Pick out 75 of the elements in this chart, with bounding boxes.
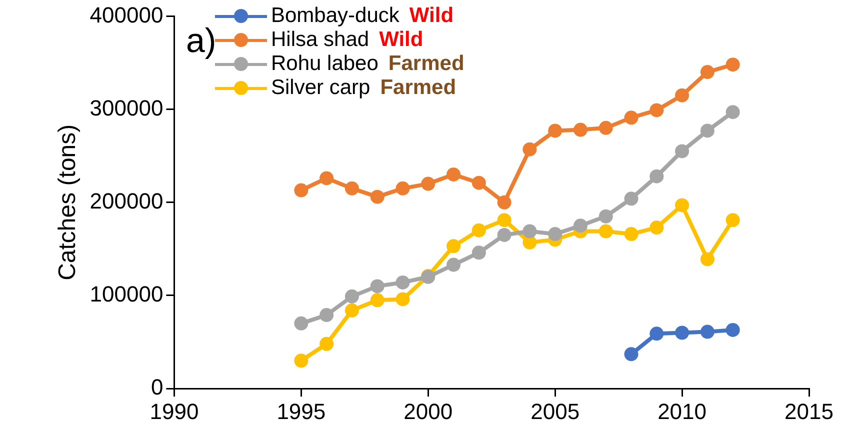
point <box>344 303 359 318</box>
x-tick-label: 2000 <box>404 398 453 424</box>
annotation: Wild <box>409 4 454 28</box>
point <box>421 176 436 191</box>
y-tick-label: 300000 <box>90 95 164 120</box>
point <box>497 213 512 228</box>
point <box>344 289 359 304</box>
point <box>624 110 638 125</box>
y-tick-label: 100000 <box>90 282 164 307</box>
point <box>320 336 334 351</box>
legend-label: Silver carp <box>271 76 370 100</box>
point <box>573 218 588 233</box>
point <box>294 354 308 368</box>
legend-label: Bombay-duck <box>271 4 400 28</box>
x-tick-label: 2015 <box>784 398 834 424</box>
annotation: Wild <box>379 28 424 52</box>
point <box>472 176 486 190</box>
point <box>320 308 334 322</box>
point <box>624 192 638 206</box>
point <box>446 167 461 182</box>
point <box>624 347 638 362</box>
annotation: Farmed <box>380 76 456 100</box>
point <box>294 316 308 330</box>
y-tick-label: 400000 <box>90 2 164 28</box>
point <box>675 144 690 158</box>
point <box>497 228 512 242</box>
point <box>344 181 359 196</box>
y-axis-title: Catches (tons) <box>54 124 82 280</box>
point <box>573 122 588 137</box>
point <box>522 142 537 156</box>
point <box>370 279 384 294</box>
point <box>650 326 664 341</box>
y-tick-label: 0 <box>150 374 164 400</box>
point <box>726 213 740 228</box>
point <box>446 258 461 272</box>
point <box>396 181 410 196</box>
point <box>624 227 638 242</box>
y-tick-label: 200000 <box>90 188 164 214</box>
point <box>548 227 562 242</box>
point <box>472 246 486 260</box>
point <box>548 124 562 138</box>
point <box>650 169 664 184</box>
point <box>700 124 714 138</box>
point <box>726 105 740 120</box>
point <box>675 198 690 212</box>
point <box>497 195 512 210</box>
point <box>370 190 384 204</box>
point <box>320 171 334 186</box>
point <box>598 224 613 238</box>
x-tick-label: 2010 <box>658 398 707 424</box>
legend-label: Rohu labeo <box>271 52 378 76</box>
point <box>726 322 740 337</box>
point <box>650 103 664 118</box>
point <box>598 209 613 224</box>
legend-label: Hilsa shad <box>271 28 370 52</box>
point <box>522 224 537 238</box>
point <box>446 239 461 254</box>
point <box>675 326 690 340</box>
point <box>700 252 714 266</box>
point <box>472 223 486 238</box>
x-tick-label: 1990 <box>150 398 199 424</box>
point <box>370 293 384 308</box>
point <box>650 220 664 235</box>
point <box>700 324 714 339</box>
point <box>675 88 690 102</box>
point <box>396 292 410 306</box>
annotation: Farmed <box>388 52 464 76</box>
point <box>294 183 308 198</box>
point <box>700 65 714 80</box>
point <box>598 120 613 135</box>
point <box>396 275 410 290</box>
chart-title: a) <box>186 22 216 61</box>
x-tick-label: 2005 <box>530 398 580 424</box>
x-tick-label: 1995 <box>276 398 326 424</box>
point <box>726 58 740 72</box>
